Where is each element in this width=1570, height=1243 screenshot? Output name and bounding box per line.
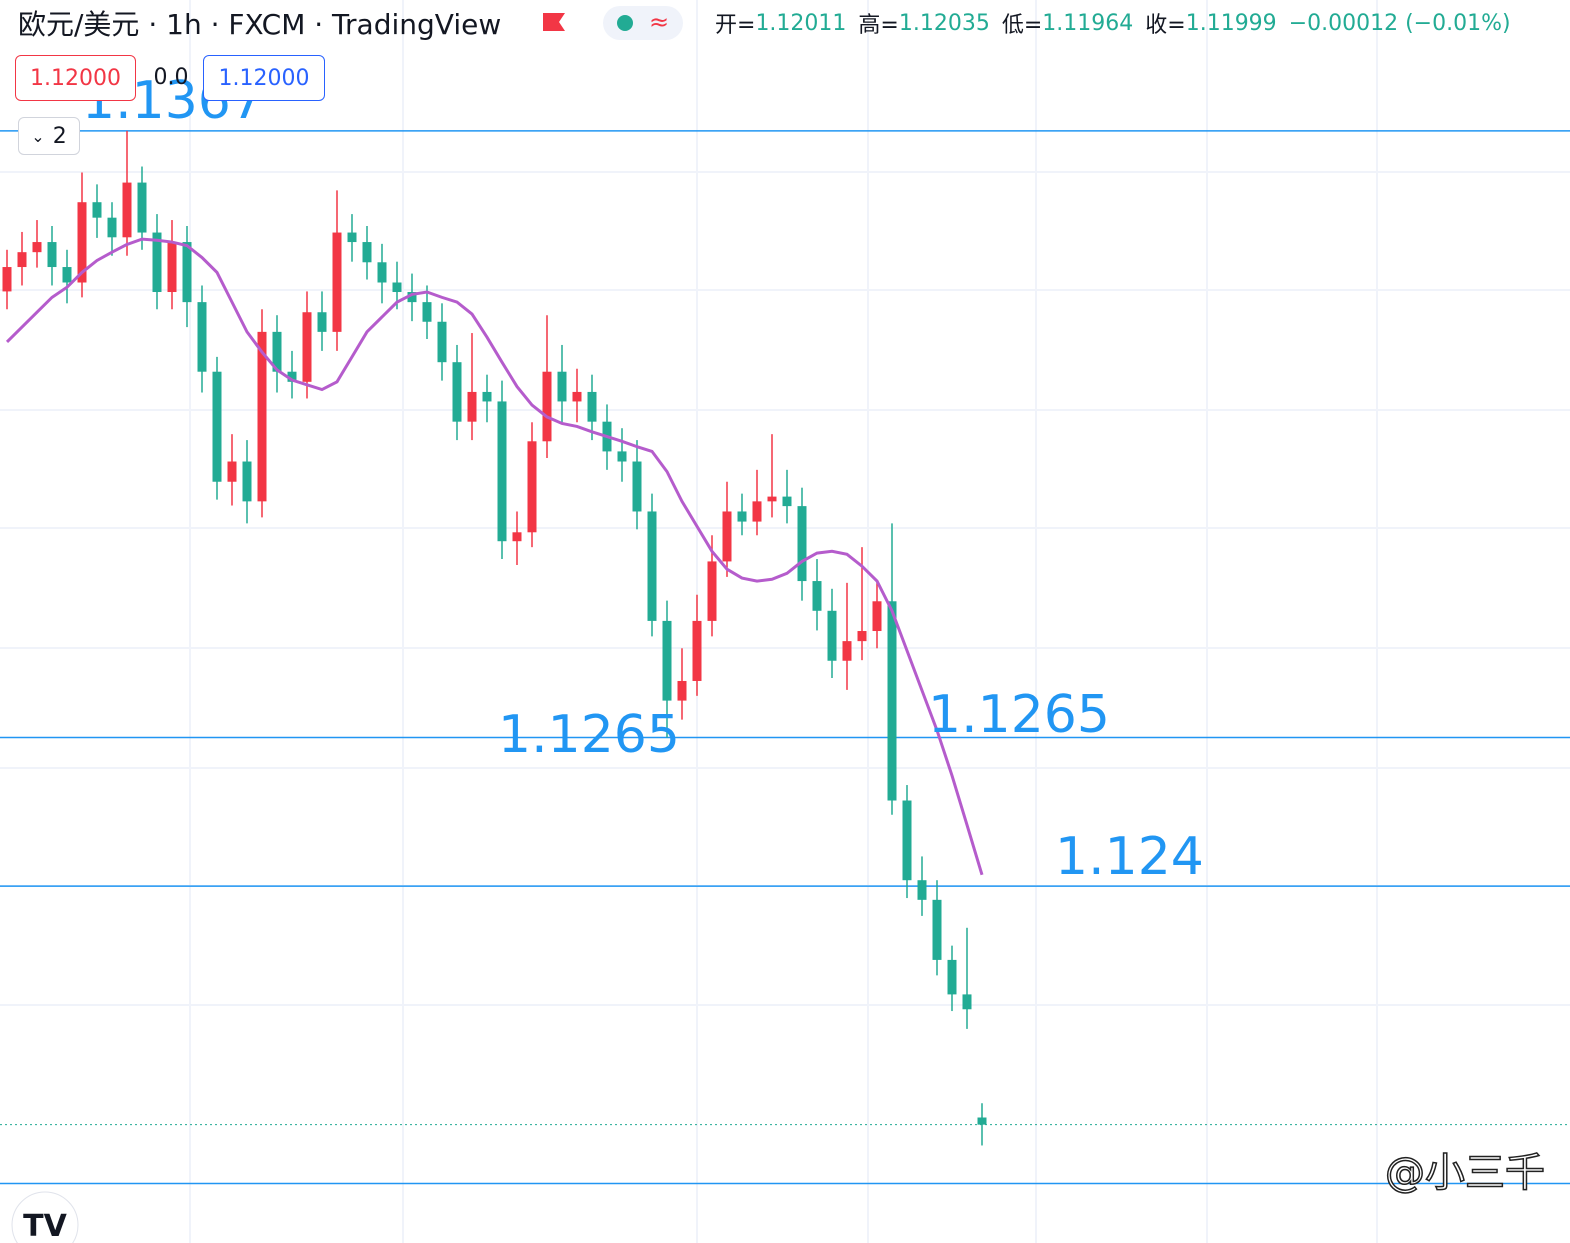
candle-body <box>17 252 27 268</box>
candle-body <box>782 496 792 507</box>
candle-body <box>212 371 222 482</box>
price-line-label: 1.1265 <box>498 705 680 765</box>
ohlc-label: 高= <box>858 13 899 38</box>
status-pill[interactable]: ≈ <box>603 6 683 40</box>
candle-body <box>662 620 672 701</box>
candle-body <box>647 511 657 621</box>
candle-body <box>362 242 372 263</box>
candle-body <box>752 501 762 522</box>
candle-body <box>527 441 537 533</box>
candle-body <box>677 680 687 701</box>
candle-body <box>437 321 447 363</box>
candle-body <box>242 461 252 502</box>
candle-body <box>197 302 207 372</box>
candle-body <box>857 631 867 642</box>
candle-body <box>152 232 162 293</box>
sell-button[interactable]: 1.12000 <box>15 55 136 101</box>
candle-body <box>302 312 312 382</box>
candle-body <box>632 461 642 512</box>
candle-body <box>977 1117 987 1125</box>
flag-icon[interactable] <box>540 10 570 38</box>
moving-average <box>5 237 984 876</box>
candle-body <box>902 800 912 881</box>
candle-body <box>122 182 132 238</box>
candle-body <box>557 371 567 402</box>
candle-body <box>962 994 972 1010</box>
symbol-title[interactable]: 欧元/美元 · 1h · FXCM · TradingView <box>18 8 502 41</box>
buy-button[interactable]: 1.12000 <box>203 55 325 101</box>
candle-body <box>32 242 42 253</box>
candle-body <box>392 282 402 293</box>
price-line-label: 1.1265 <box>928 685 1110 745</box>
candle-body <box>917 880 927 900</box>
candle-body <box>317 312 327 332</box>
candle-body <box>467 391 477 422</box>
candle-body <box>827 610 837 661</box>
ohlc-value: 1.11964 <box>1042 10 1134 36</box>
candle-body <box>287 371 297 382</box>
ohlc-label: 低= <box>1001 13 1043 38</box>
candle-body <box>587 391 597 422</box>
candle-body <box>272 331 282 372</box>
spread: 0.0 <box>153 64 189 90</box>
candle-body <box>62 267 72 283</box>
collapse-button[interactable]: ⌄ 2 <box>18 117 80 155</box>
ohlc-label: 收= <box>1145 13 1186 38</box>
candle-body <box>137 182 147 233</box>
ohlc-value: 1.12035 <box>898 10 990 36</box>
candle-body <box>947 959 957 995</box>
candle-body <box>257 331 267 502</box>
candle-body <box>47 242 57 268</box>
candle-body <box>92 202 102 218</box>
candle-body <box>482 391 492 402</box>
candle-body <box>407 292 417 303</box>
watermark: @小三千 <box>1385 1150 1545 1196</box>
candle-body <box>932 899 942 960</box>
plot <box>2 130 987 1146</box>
candle-body <box>182 242 192 303</box>
candle-body <box>797 506 807 582</box>
candle-body <box>227 461 237 482</box>
ohlc-label: 开= <box>715 13 756 38</box>
ohlc-change: −0.00012 (−0.01%) <box>1288 10 1511 36</box>
candle-body <box>167 242 177 293</box>
candle-body <box>692 620 702 681</box>
candle-body <box>107 217 117 238</box>
candle-body <box>77 202 87 283</box>
price-line-label: 1.124 <box>1055 827 1204 887</box>
candle-body <box>422 302 432 322</box>
candle-body <box>542 371 552 442</box>
candle-body <box>572 391 582 402</box>
candle-body <box>887 601 897 801</box>
candle-body <box>722 511 732 562</box>
ohlc-value: 1.11999 <box>1185 10 1277 36</box>
candle-body <box>812 581 822 611</box>
candle-body <box>377 262 387 283</box>
candle-body <box>332 232 342 332</box>
logo <box>11 1191 79 1243</box>
candle-body <box>842 641 852 661</box>
candle-body <box>347 232 357 243</box>
count: 2 <box>52 123 67 149</box>
candle-body <box>707 561 717 621</box>
logo-mark: TV <box>23 1209 67 1243</box>
candle-body <box>767 496 777 502</box>
ohlc: 开= 1.12011 高= 1.12035 低= 1.11964 收= 1.11999 −0.0… <box>715 4 1511 42</box>
chevron: ⌄ <box>31 126 45 146</box>
candle-body <box>872 601 882 632</box>
ohlc-value: 1.12011 <box>755 10 847 36</box>
candle-body <box>512 532 522 542</box>
candle-body <box>497 401 507 542</box>
candle-body <box>737 511 747 522</box>
candle-body <box>452 362 462 422</box>
candle-body <box>2 267 12 292</box>
candle-body <box>617 451 627 462</box>
